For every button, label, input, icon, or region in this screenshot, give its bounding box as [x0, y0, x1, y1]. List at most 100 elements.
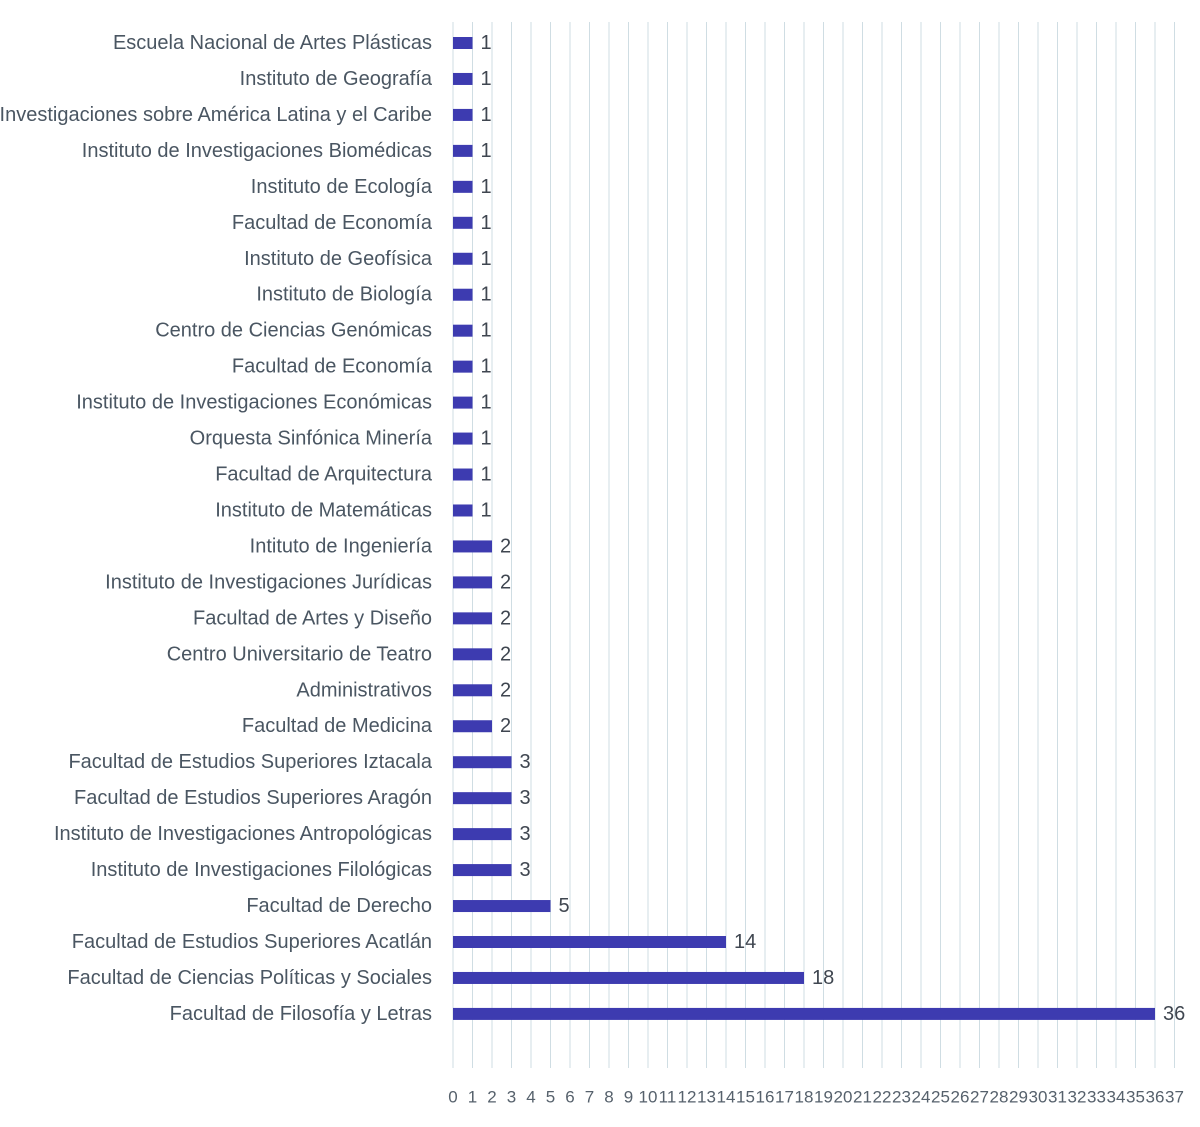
category-label: Instituto de Investigaciones Filológicas	[91, 859, 432, 881]
x-tick-label: 28	[990, 1088, 1009, 1107]
x-tick-label: 27	[970, 1088, 989, 1107]
data-label: 1	[481, 32, 492, 54]
bar	[453, 72, 473, 85]
x-tick-label: 37	[1165, 1088, 1184, 1107]
bar	[453, 720, 492, 733]
category-label: Facultad de Medicina	[242, 715, 433, 737]
category-label: Centro de Investigaciones sobre América …	[0, 104, 432, 126]
data-label: 18	[812, 967, 834, 989]
category-label: Instituto de Geografía	[240, 68, 433, 90]
category-label: Instituto de Matemáticas	[215, 499, 432, 521]
x-tick-label: 10	[639, 1088, 658, 1107]
data-label: 36	[1163, 1003, 1185, 1025]
data-label: 1	[481, 104, 492, 126]
data-label: 1	[481, 428, 492, 450]
data-label: 1	[481, 176, 492, 198]
category-label: Facultad de Estudios Superiores Aragón	[74, 787, 432, 809]
data-label: 1	[481, 464, 492, 486]
data-label: 2	[500, 715, 511, 737]
bar	[453, 37, 473, 49]
x-tick-label: 23	[892, 1088, 911, 1107]
category-label: Facultad de Arquitectura	[215, 464, 433, 486]
category-label: Instituto de Investigaciones Antropológi…	[54, 823, 432, 845]
x-tick-label: 17	[775, 1088, 794, 1107]
bar	[453, 936, 726, 948]
data-label: 5	[559, 895, 570, 917]
x-tick-label: 14	[717, 1088, 736, 1107]
x-tick-label: 18	[795, 1088, 814, 1107]
bar	[453, 108, 473, 121]
bar	[453, 1007, 1155, 1020]
category-label: Instituto de Biología	[256, 284, 433, 306]
x-tick-label: 16	[756, 1088, 775, 1107]
x-tick-label: 4	[526, 1088, 535, 1107]
x-tick-label: 22	[873, 1088, 892, 1107]
x-tick-label: 7	[585, 1088, 594, 1107]
category-label: Facultad de Filosofía y Letras	[170, 1003, 432, 1025]
data-label: 3	[520, 787, 531, 809]
data-label: 3	[520, 859, 531, 881]
x-tick-label: 26	[951, 1088, 970, 1107]
category-label: Facultad de Estudios Superiores Iztacala	[68, 751, 432, 773]
x-axis-tick-labels: 0 1 2 3 4 5 6 7 8 9 10 11 12 13 14 15 16 17 18 19 20 21 22 23 24…	[448, 1088, 1184, 1107]
x-tick-label: 3	[507, 1088, 516, 1107]
data-label: 2	[500, 571, 511, 593]
bar	[453, 576, 492, 589]
category-label: Facultad de Economía	[232, 356, 433, 378]
x-tick-label: 25	[931, 1088, 950, 1107]
bar	[453, 216, 473, 229]
x-tick-label: 21	[853, 1088, 872, 1107]
data-label: 1	[481, 356, 492, 378]
category-label: Orquesta Sinfónica Minería	[190, 428, 433, 450]
data-label: 1	[481, 499, 492, 521]
bar	[453, 971, 804, 984]
data-label: 1	[481, 284, 492, 306]
category-label: Instituto de Investigaciones Jurídicas	[105, 571, 432, 593]
x-tick-label: 12	[678, 1088, 697, 1107]
category-label: Centro de Ciencias Genómicas	[155, 320, 432, 342]
x-tick-label: 8	[604, 1088, 613, 1107]
bar	[453, 324, 473, 337]
x-tick-label: 20	[834, 1088, 853, 1107]
x-tick-label: 32	[1068, 1088, 1087, 1107]
x-tick-label: 33	[1087, 1088, 1106, 1107]
data-label: 1	[481, 248, 492, 270]
bars	[453, 37, 1155, 1020]
data-label: 14	[734, 931, 756, 953]
category-label: Intituto de Ingeniería	[250, 535, 433, 557]
category-label: Facultad de Derecho	[246, 895, 432, 917]
x-tick-label: 35	[1126, 1088, 1145, 1107]
data-label: 1	[481, 392, 492, 414]
bar	[453, 792, 512, 805]
bar	[453, 360, 473, 373]
x-tick-label: 1	[468, 1088, 477, 1107]
x-tick-label: 36	[1146, 1088, 1165, 1107]
x-tick-label: 11	[659, 1088, 677, 1107]
x-tick-label: 34	[1107, 1088, 1126, 1107]
data-label: 1	[481, 68, 492, 90]
gridlines	[452, 22, 1175, 1068]
x-tick-label: 6	[565, 1088, 574, 1107]
bar	[453, 684, 492, 697]
x-tick-label: 29	[1009, 1088, 1028, 1107]
data-label: 1	[481, 320, 492, 342]
bar	[453, 288, 473, 301]
data-label: 3	[520, 823, 531, 845]
x-tick-label: 19	[814, 1088, 833, 1107]
data-label: 1	[481, 212, 492, 234]
category-label: Facultad de Ciencias Políticas y Sociale…	[67, 967, 432, 989]
category-label: Facultad de Estudios Superiores Acatlán	[72, 931, 432, 953]
category-label: Instituto de Investigaciones Biomédicas	[82, 140, 432, 162]
category-label: Instituto de Investigaciones Económicas	[76, 392, 432, 414]
bar	[453, 252, 473, 265]
x-tick-label: 31	[1048, 1088, 1067, 1107]
x-tick-label: 0	[448, 1088, 457, 1107]
bar	[453, 756, 512, 769]
bar	[453, 468, 473, 481]
category-label: Instituto de Geofísica	[244, 248, 433, 270]
category-label: Administrativos	[296, 679, 432, 701]
data-label: 2	[500, 535, 511, 557]
category-label: Facultad de Artes y Diseño	[193, 607, 432, 629]
